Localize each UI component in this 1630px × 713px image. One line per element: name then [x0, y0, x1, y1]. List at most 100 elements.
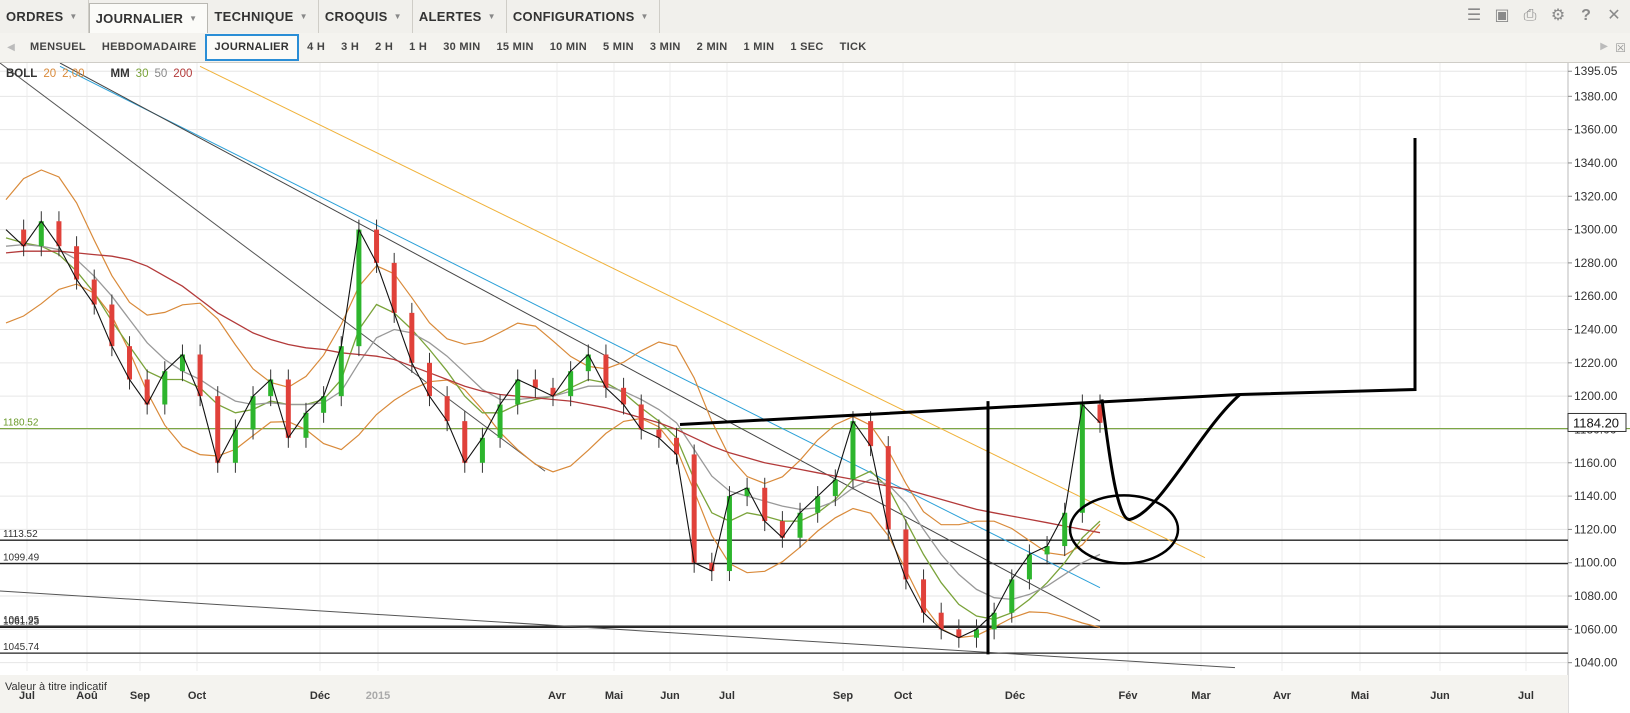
print-icon[interactable]: ⎙ — [1523, 7, 1537, 24]
candle-up — [515, 379, 521, 405]
menu-bar: ORDRES ▼ JOURNALIER ▼ TECHNIQUE ▼ CROQUIS ▼ … — [0, 0, 1630, 34]
candle-up — [250, 396, 256, 430]
bollinger-lower — [5, 283, 1101, 639]
menu-technique[interactable]: TECHNIQUE ▼ — [208, 0, 319, 33]
tf-4h[interactable]: 4 H — [307, 41, 326, 53]
candle-down — [1097, 404, 1103, 423]
tf-tick[interactable]: TICK — [839, 41, 867, 53]
menu-alertes[interactable]: ALERTES ▼ — [413, 0, 507, 33]
chart-background — [0, 63, 1630, 713]
y-tick-label: 1260.00 — [1574, 289, 1618, 303]
drawn-circle — [1068, 494, 1180, 565]
current-price-label: 1184.20 — [1573, 415, 1619, 430]
menu-journalier[interactable]: JOURNALIER ▼ — [88, 3, 209, 33]
help-icon[interactable]: ? — [1581, 7, 1591, 24]
scroll-left-icon[interactable]: ◀ — [7, 42, 15, 53]
y-tick-label: 1380.00 — [1574, 89, 1618, 103]
x-tick-label: Jul — [719, 690, 735, 702]
candle-down — [550, 387, 556, 397]
candle-up — [1079, 404, 1085, 513]
candle-down — [621, 387, 627, 405]
level-label: 1061.95 — [3, 615, 40, 626]
candle-down — [709, 562, 715, 572]
x-tick-label: Sep — [833, 690, 853, 702]
candle-up — [479, 437, 485, 463]
candle-down — [144, 379, 150, 405]
candle-up — [744, 487, 750, 497]
candle-up — [815, 496, 821, 513]
menu-configurations[interactable]: CONFIGURATIONS ▼ — [507, 0, 660, 33]
tf-2h[interactable]: 2 H — [375, 41, 394, 53]
candle-up — [568, 371, 574, 397]
x-tick-label: Mar — [1191, 690, 1211, 702]
candle-up — [321, 396, 327, 413]
x-tick-label: Mai — [605, 690, 623, 702]
candle-up — [179, 354, 185, 372]
tf-3h[interactable]: 3 H — [341, 41, 360, 53]
toolbar-icons: ☰ ▣ ⎙ ⚙ ? ✕ — [1464, 6, 1624, 26]
candle-down — [21, 229, 27, 247]
tf-5min[interactable]: 5 MIN — [602, 41, 634, 53]
tf-30min[interactable]: 30 MIN — [443, 41, 481, 53]
footer-note: Valeur à titre indicatif — [5, 681, 108, 693]
menu-croquis[interactable]: CROQUIS ▼ — [319, 0, 413, 33]
menu-ordres[interactable]: ORDRES ▼ — [0, 0, 89, 33]
x-tick-label: 2015 — [366, 690, 390, 702]
chevron-down-icon: ▼ — [487, 12, 496, 21]
candle-down — [109, 304, 115, 347]
level-label: 1061.23 — [3, 616, 40, 627]
tf-1sec[interactable]: 1 SEC — [790, 41, 824, 53]
layers-icon[interactable]: ☰ — [1466, 7, 1482, 24]
x-tick-label: Jun — [660, 690, 680, 702]
tf-1min[interactable]: 1 MIN — [743, 41, 775, 53]
y-tick-label: 1220.00 — [1574, 356, 1618, 370]
candle-up — [726, 496, 732, 572]
chevron-down-icon: ▼ — [393, 12, 402, 21]
tf-3min[interactable]: 3 MIN — [649, 41, 681, 53]
tf-2min[interactable]: 2 MIN — [696, 41, 728, 53]
tf-journalier[interactable]: JOURNALIER — [204, 34, 300, 61]
y-tick-label: 1080.00 — [1574, 589, 1618, 603]
tf-15min[interactable]: 15 MIN — [496, 41, 534, 53]
scroll-right-icon[interactable]: ▶ — [1600, 41, 1608, 52]
menu-label: ALERTES — [418, 9, 482, 24]
candle-down — [91, 279, 97, 305]
candle-up — [1044, 546, 1050, 555]
level-label: 1099.49 — [3, 553, 40, 564]
close-icon[interactable]: ✕ — [1607, 7, 1621, 24]
x-tick-label: Fév — [1119, 690, 1139, 702]
image-icon[interactable]: ▣ — [1494, 7, 1510, 24]
candle-up — [973, 629, 979, 638]
level-label: 1113.52 — [3, 529, 38, 540]
tf-hebdomadaire[interactable]: HEBDOMADAIRE — [101, 41, 197, 53]
candle-down — [74, 246, 80, 280]
candle-down — [215, 396, 221, 463]
candle-up — [303, 412, 309, 438]
x-tick-label: Oct — [894, 690, 913, 702]
candle-down — [938, 612, 944, 630]
trend-line — [199, 65, 1206, 559]
y-tick-label: 1320.00 — [1574, 189, 1618, 203]
trend-line — [59, 63, 1101, 622]
legend-boll-p2: 2,00 — [62, 68, 85, 80]
x-tick-label: Jul — [19, 690, 35, 702]
timeframe-bar: ◀ MENSUEL HEBDOMADAIRE JOURNALIER 4 H 3 … — [0, 33, 1630, 63]
tf-10min[interactable]: 10 MIN — [549, 41, 587, 53]
close-panel-icon[interactable]: ☒ — [1615, 41, 1626, 55]
candle-down — [285, 379, 291, 438]
candle-up — [832, 479, 838, 497]
gear-icon[interactable]: ⚙ — [1550, 7, 1566, 24]
candle-up — [850, 421, 856, 480]
bollinger-upper — [5, 169, 1101, 556]
x-tick-label: Avr — [548, 690, 567, 702]
x-tick-label: Jul — [1518, 690, 1534, 702]
candle-up — [1062, 512, 1068, 547]
legend-mm-p3: 200 — [173, 68, 193, 80]
tf-1h[interactable]: 1 H — [409, 41, 428, 53]
tf-mensuel[interactable]: MENSUEL — [30, 41, 86, 53]
chevron-down-icon: ▼ — [69, 12, 78, 21]
candle-up — [797, 512, 803, 538]
price-chart[interactable]: 1395.05 1380.00 1360.00 1340.00 1320.00 1300.… — [0, 63, 1630, 713]
candle-up — [991, 612, 997, 630]
candle-down — [921, 579, 927, 613]
